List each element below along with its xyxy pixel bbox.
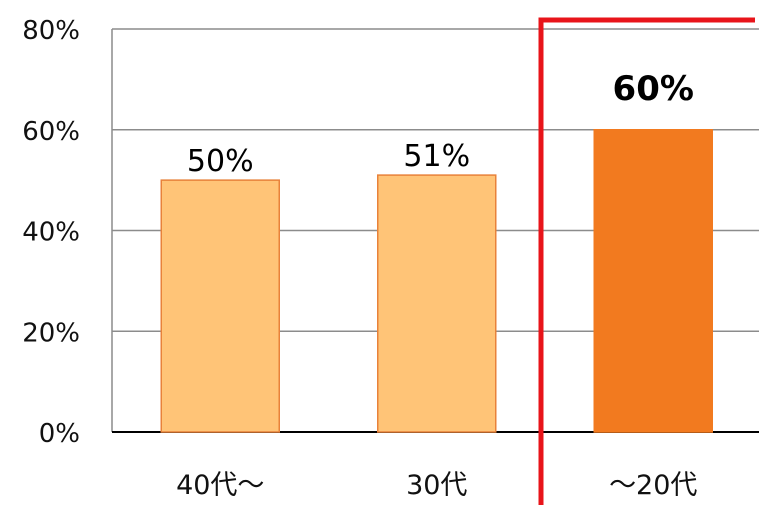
bar-2 xyxy=(378,175,496,432)
y-tick-label: 40% xyxy=(22,218,80,248)
y-tick-label: 0% xyxy=(39,419,80,449)
bar-1 xyxy=(161,180,279,432)
data-label-1: 50% xyxy=(187,144,254,179)
category-label-3: ～20代 xyxy=(609,470,697,501)
y-tick-label: 20% xyxy=(22,318,80,348)
bar-3 xyxy=(594,130,712,432)
y-tick-label: 80% xyxy=(22,16,80,46)
category-label-2: 30代 xyxy=(406,470,467,501)
data-label-2: 51% xyxy=(403,139,470,174)
category-label-1: 40代～ xyxy=(176,470,264,501)
y-tick-label: 60% xyxy=(22,117,80,147)
data-label-3: 60% xyxy=(613,69,694,109)
